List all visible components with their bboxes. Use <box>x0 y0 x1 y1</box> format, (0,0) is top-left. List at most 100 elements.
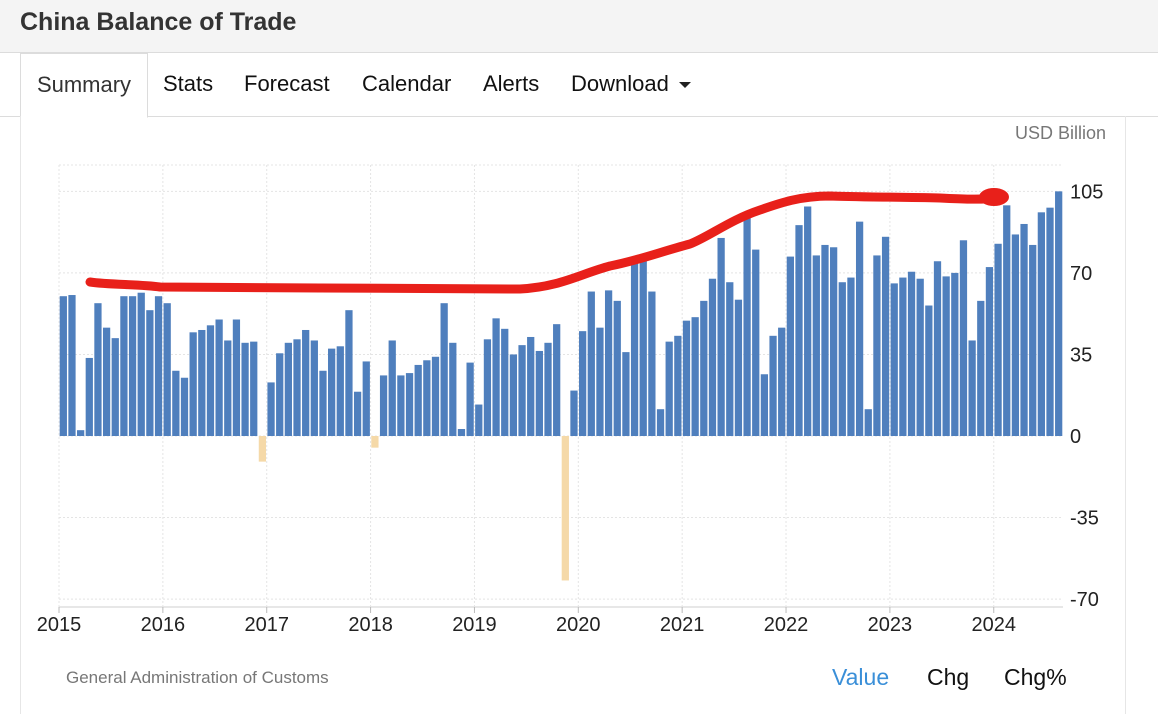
bar <box>778 327 786 436</box>
bar <box>691 317 699 436</box>
view-chg-button[interactable]: Chg <box>927 664 970 690</box>
bar <box>137 292 145 436</box>
x-tick-label: 2020 <box>556 614 601 636</box>
bar <box>916 278 924 436</box>
bar <box>1011 234 1020 436</box>
y-tick-label: 35 <box>1070 344 1092 366</box>
bar <box>492 318 500 436</box>
y-tick-label: -35 <box>1070 508 1099 530</box>
chart-grid <box>58 164 1063 608</box>
bar <box>59 296 67 436</box>
view-value-button[interactable]: Value <box>832 664 890 690</box>
y-tick-label: 0 <box>1070 426 1081 448</box>
bar <box>475 404 483 436</box>
trend-annotation-line <box>85 191 1005 294</box>
bar <box>154 296 163 436</box>
bar <box>656 409 665 436</box>
bar <box>527 336 535 436</box>
bar <box>501 328 509 436</box>
bar <box>102 327 111 436</box>
page-title: China Balance of Trade <box>20 8 297 36</box>
tab-forecast[interactable]: Forecast <box>244 71 330 96</box>
tab-summary[interactable]: Summary <box>20 53 148 118</box>
bar <box>241 342 249 436</box>
bar <box>405 373 414 436</box>
bar <box>128 296 137 436</box>
bar <box>838 282 846 436</box>
bar <box>258 436 267 462</box>
bar <box>423 360 431 436</box>
bar <box>397 375 405 436</box>
bar <box>215 319 223 436</box>
bar <box>1046 207 1054 436</box>
bar <box>362 361 370 436</box>
bar <box>726 282 734 436</box>
bar <box>925 305 933 436</box>
chevron-down-icon <box>678 82 691 89</box>
bar <box>94 303 102 436</box>
bar <box>328 348 336 436</box>
view-chg-percent-button[interactable]: Chg% <box>1004 664 1067 690</box>
bar <box>890 283 898 436</box>
bar <box>232 319 241 436</box>
y-tick-label: -70 <box>1070 589 1099 611</box>
bar <box>284 342 292 436</box>
bar <box>163 303 171 436</box>
bar <box>760 374 769 436</box>
bar <box>544 342 552 436</box>
bar <box>431 356 440 436</box>
x-tick-label: 2019 <box>452 614 497 636</box>
bar <box>959 240 968 436</box>
bar <box>769 335 777 436</box>
bar <box>120 296 128 436</box>
bar <box>708 278 717 436</box>
y-tick-label: 105 <box>1070 181 1103 203</box>
tab-download-label: Download <box>571 71 669 96</box>
tab-stats[interactable]: Stats <box>163 71 214 96</box>
bar <box>1003 205 1011 436</box>
bar <box>224 340 232 436</box>
bar <box>379 375 388 436</box>
bar <box>483 339 492 436</box>
tab-calendar[interactable]: Calendar <box>362 71 452 96</box>
bar <box>172 370 180 436</box>
bar <box>881 236 890 436</box>
bar <box>873 255 881 436</box>
bar <box>665 341 673 436</box>
source-label: General Administration of Customs <box>66 668 329 687</box>
bar <box>1055 191 1063 436</box>
chart-bars <box>59 191 1063 581</box>
chart-axes: 105 70 35 0 -35 -70 2015 2016 2017 2018 2019 2020 20… <box>37 181 1104 636</box>
bar <box>951 272 959 436</box>
chart-panel <box>20 116 1126 714</box>
balance-of-trade-chart: 105 70 35 0 -35 -70 2015 2016 2017 2018 2019 2020 20… <box>37 164 1104 636</box>
x-tick-label: 2021 <box>660 614 705 636</box>
tab-download[interactable]: Download <box>571 53 691 116</box>
bar <box>1029 244 1037 436</box>
bar <box>977 300 985 436</box>
bar <box>319 370 327 436</box>
bar <box>743 216 751 436</box>
bar <box>180 377 189 436</box>
bar <box>933 261 942 436</box>
x-tick-label: 2023 <box>868 614 913 636</box>
bar <box>353 391 362 436</box>
bar <box>864 409 872 436</box>
bar <box>345 310 353 436</box>
bar <box>639 256 647 436</box>
bar <box>682 320 691 436</box>
bar <box>847 277 855 436</box>
bar <box>198 329 206 436</box>
bar <box>674 335 682 436</box>
y-tick-label: 70 <box>1070 263 1092 285</box>
bar <box>111 338 119 436</box>
tab-alerts[interactable]: Alerts <box>483 71 540 96</box>
bar <box>457 429 466 436</box>
bar <box>570 390 578 436</box>
annotation-end-mark <box>979 188 1009 206</box>
bar <box>786 256 794 436</box>
unit-label: USD Billion <box>1014 123 1106 143</box>
bar <box>250 341 258 436</box>
bar <box>302 329 310 436</box>
bar <box>899 277 907 436</box>
